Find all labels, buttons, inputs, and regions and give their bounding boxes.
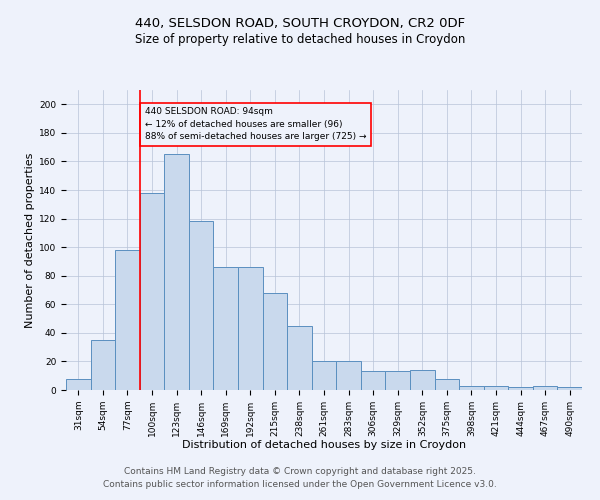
Bar	[361, 372, 385, 390]
Bar	[533, 386, 557, 390]
Bar	[214, 267, 238, 390]
Text: 440, SELSDON ROAD, SOUTH CROYDON, CR2 0DF: 440, SELSDON ROAD, SOUTH CROYDON, CR2 0D…	[135, 18, 465, 30]
Bar	[238, 267, 263, 390]
Bar	[385, 372, 410, 390]
Bar	[484, 386, 508, 390]
Bar	[189, 222, 214, 390]
Bar	[115, 250, 140, 390]
Bar	[459, 386, 484, 390]
Bar	[164, 154, 189, 390]
Text: 440 SELSDON ROAD: 94sqm
← 12% of detached houses are smaller (96)
88% of semi-de: 440 SELSDON ROAD: 94sqm ← 12% of detache…	[145, 107, 366, 141]
Bar	[287, 326, 312, 390]
Bar	[91, 340, 115, 390]
Bar	[66, 378, 91, 390]
Bar	[140, 193, 164, 390]
Bar	[336, 362, 361, 390]
Y-axis label: Number of detached properties: Number of detached properties	[25, 152, 35, 328]
Bar	[557, 387, 582, 390]
Bar	[410, 370, 434, 390]
Bar	[263, 293, 287, 390]
Text: Size of property relative to detached houses in Croydon: Size of property relative to detached ho…	[135, 32, 465, 46]
Bar	[434, 378, 459, 390]
Text: Contains HM Land Registry data © Crown copyright and database right 2025.: Contains HM Land Registry data © Crown c…	[124, 467, 476, 476]
Text: Contains public sector information licensed under the Open Government Licence v3: Contains public sector information licen…	[103, 480, 497, 489]
X-axis label: Distribution of detached houses by size in Croydon: Distribution of detached houses by size …	[182, 440, 466, 450]
Bar	[508, 387, 533, 390]
Bar	[312, 362, 336, 390]
